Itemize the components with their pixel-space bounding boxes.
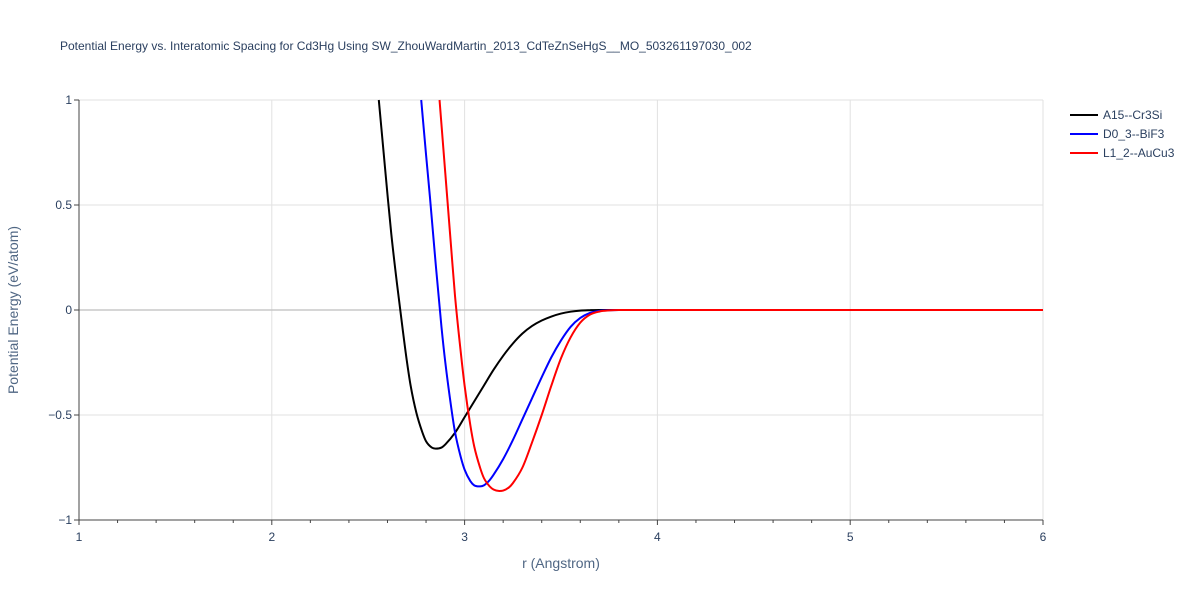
legend-item-d0-3-bif3[interactable]: D0_3--BiF3 <box>1070 127 1165 141</box>
series-line-l1-2-aucu3[interactable] <box>438 99 1043 493</box>
y-tick-label: −1 <box>58 513 72 527</box>
x-tick-label: 1 <box>76 530 83 544</box>
y-tick-label: 0 <box>65 303 72 317</box>
y-tick-label: 1 <box>65 93 72 107</box>
y-tick-label: −0.5 <box>48 408 72 422</box>
x-tick-label: 3 <box>461 530 468 544</box>
legend-label: A15--Cr3Si <box>1103 108 1162 122</box>
legend[interactable]: A15--Cr3Si D0_3--BiF3 L1_2--AuCu3 <box>1070 108 1175 160</box>
y-axis-title: Potential Energy (eV/atom) <box>5 226 21 394</box>
legend-item-l1-2-aucu3[interactable]: L1_2--AuCu3 <box>1070 146 1175 160</box>
series-line-d0-3-bif3[interactable] <box>420 99 1043 488</box>
x-tick-label: 5 <box>847 530 854 544</box>
series-line-a15-cr3si[interactable] <box>377 99 1043 450</box>
x-tick-label: 4 <box>654 530 661 544</box>
y-tick-label: 0.5 <box>55 198 72 212</box>
series-layer <box>377 99 1043 493</box>
legend-label: L1_2--AuCu3 <box>1103 146 1175 160</box>
x-axis-title: r (Angstrom) <box>522 555 600 571</box>
axis-layer: 1 2 3 4 5 6 −1 −0.5 0 0.5 1 <box>48 93 1046 544</box>
chart-title: Potential Energy vs. Interatomic Spacing… <box>60 39 752 53</box>
legend-label: D0_3--BiF3 <box>1103 127 1165 141</box>
x-tick-label: 2 <box>268 530 275 544</box>
x-tick-label: 6 <box>1040 530 1047 544</box>
legend-item-a15-cr3si[interactable]: A15--Cr3Si <box>1070 108 1162 122</box>
